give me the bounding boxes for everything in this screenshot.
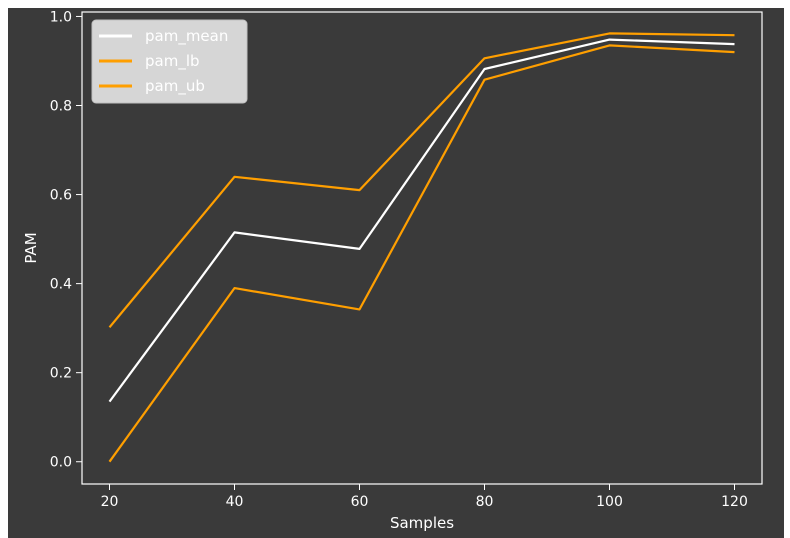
y-axis: 0.0 0.2 0.4 0.6 0.8 1.0 — [50, 9, 82, 471]
series-line-pam_lb — [108, 44, 735, 463]
x-axis: 20 40 60 80 100 120 — [101, 484, 748, 510]
series-line-pam_mean — [108, 38, 735, 403]
plot-area-frame — [81, 11, 763, 485]
series-line-pam_ub — [108, 32, 735, 329]
y-tick-label: 1.0 — [50, 9, 72, 25]
y-tick-label: 0.4 — [50, 277, 72, 293]
legend-label-pam_mean: pam_mean — [145, 27, 228, 46]
x-tick-label: 120 — [721, 494, 748, 510]
x-axis-label: Samples — [390, 514, 454, 532]
legend-box — [91, 19, 248, 104]
series-layer — [108, 32, 735, 463]
x-tick-label: 80 — [476, 494, 494, 510]
x-tick-label: 40 — [226, 494, 244, 510]
y-tick-label: 0.0 — [50, 455, 72, 471]
legend-label-pam_ub: pam_ub — [145, 77, 205, 96]
x-tick-label: 20 — [101, 494, 119, 510]
y-tick-label: 0.2 — [50, 366, 72, 382]
legend: pam_mean pam_lb pam_ub — [91, 19, 248, 104]
x-tick-label: 60 — [351, 494, 369, 510]
x-tick-label: 100 — [596, 494, 623, 510]
y-axis-label: PAM — [22, 232, 40, 263]
y-tick-label: 0.8 — [50, 99, 72, 115]
y-tick-label: 0.6 — [50, 188, 72, 204]
legend-label-pam_lb: pam_lb — [145, 52, 200, 71]
